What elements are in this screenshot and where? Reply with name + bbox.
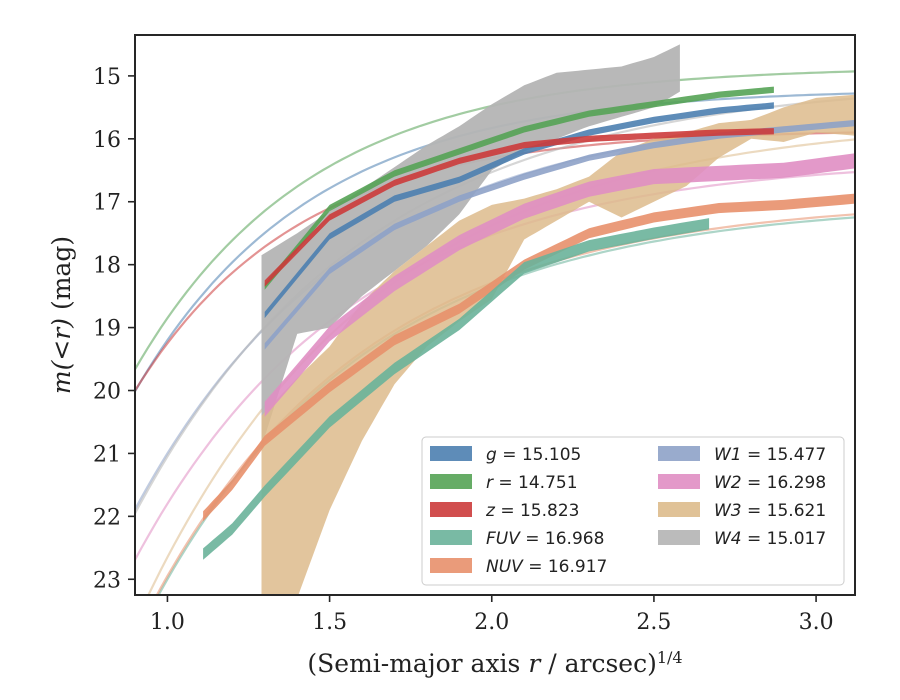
plot-frame [134, 34, 856, 596]
x-axis-label-var: r [528, 649, 542, 678]
x-tick-label: 2.0 [474, 610, 509, 635]
legend-label-z: z = 15.823 [485, 501, 579, 521]
y-axis-label-main: m(<r) [47, 318, 76, 394]
data-bands [203, 44, 855, 595]
x-axis-label: (Semi-major axis r / arcsec)1/4 [307, 648, 682, 679]
legend-label-w3: W3 = 15.621 [714, 501, 826, 521]
y-tick-label: 22 [93, 505, 121, 530]
legend-frame [421, 436, 845, 586]
x-axis-label-exponent: 1/4 [657, 648, 683, 667]
legend-swatch-w3 [658, 502, 700, 517]
legend-swatch-r [430, 474, 472, 489]
x-axis-label-tail: / arcsec) [540, 649, 657, 678]
y-tick-label: 17 [93, 191, 121, 216]
data-band-nuv [203, 193, 855, 522]
y-tick-label: 15 [93, 65, 121, 90]
legend-label-w4: W4 = 15.017 [714, 529, 826, 549]
y-tick-label: 20 [93, 380, 121, 405]
legend-swatch-w2 [658, 474, 700, 489]
data-band-w1 [264, 119, 855, 350]
y-tick-label: 18 [93, 254, 121, 279]
legend-label-fuv: FUV = 16.968 [486, 529, 604, 549]
x-axis-ticks: 1.0 1.5 2.0 2.5 3.0 [150, 595, 834, 635]
legend-swatch-w1 [658, 446, 700, 461]
x-axis-label-main: (Semi-major axis [307, 649, 528, 678]
legend-swatch-nuv [430, 558, 472, 573]
y-tick-label: 21 [93, 442, 121, 467]
y-axis-label-unit: (mag) [47, 236, 76, 318]
x-tick-label: 1.5 [312, 610, 347, 635]
legend-swatch-fuv [430, 530, 472, 545]
x-tick-label: 3.0 [799, 610, 834, 635]
data-band-w4 [261, 44, 680, 448]
y-tick-label: 16 [93, 128, 121, 153]
y-tick-label: 23 [93, 568, 121, 593]
y-axis-label: m(<r) (mag) [47, 236, 76, 394]
legend: g = 15.105 r = 14.751 z = 15.823 FUV = 16.9… [421, 436, 845, 586]
x-tick-label: 1.0 [150, 610, 185, 635]
legend-label-w2: W2 = 16.298 [714, 473, 826, 493]
legend-label-g: g = 15.105 [486, 445, 581, 465]
legend-swatch-g [430, 446, 472, 461]
y-axis-ticks: 15 16 17 18 19 20 21 22 23 [93, 65, 135, 593]
x-tick-label: 2.5 [636, 610, 671, 635]
legend-swatch-z [430, 502, 472, 517]
legend-label-w1: W1 = 15.477 [714, 445, 826, 465]
legend-label-nuv: NUV = 16.917 [486, 557, 607, 577]
y-tick-label: 19 [93, 317, 121, 342]
legend-label-r: r = 14.751 [486, 473, 578, 493]
data-band-r [264, 86, 774, 290]
legend-swatch-w4 [658, 530, 700, 545]
data-band-w2 [264, 153, 855, 417]
